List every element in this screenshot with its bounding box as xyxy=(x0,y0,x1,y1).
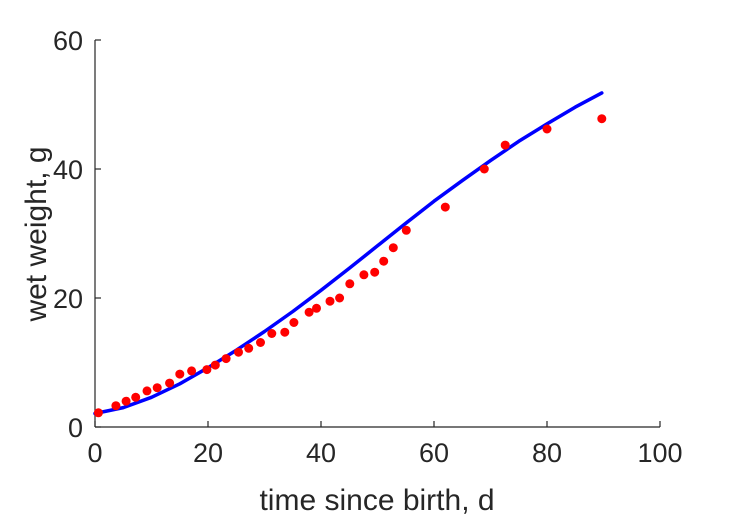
y-axis-label: wet weight, g xyxy=(20,146,53,322)
data-point xyxy=(187,366,197,376)
data-point xyxy=(244,343,254,353)
data-point xyxy=(280,327,290,337)
y-tick-label: 20 xyxy=(53,284,83,314)
data-point xyxy=(597,114,607,124)
data-point xyxy=(370,267,380,277)
data-point xyxy=(289,318,299,327)
data-point xyxy=(335,293,345,303)
x-tick-label: 100 xyxy=(637,438,682,468)
x-tick-label: 80 xyxy=(532,438,562,468)
data-point xyxy=(345,279,355,289)
data-point xyxy=(440,202,450,212)
data-point xyxy=(175,369,185,379)
data-point xyxy=(121,396,131,406)
data-point xyxy=(479,164,489,174)
x-tick-label: 0 xyxy=(87,438,102,468)
series-points-group xyxy=(93,114,607,418)
data-point xyxy=(111,401,121,411)
x-axis-label: time since birth, d xyxy=(259,484,494,517)
data-point xyxy=(312,303,321,313)
y-tick-label: 60 xyxy=(53,26,83,56)
data-point xyxy=(359,270,369,280)
x-tick-label: 20 xyxy=(193,438,223,468)
data-point xyxy=(131,392,141,402)
data-point xyxy=(152,383,162,393)
tick-labels: 0 20 40 60 80 100 0 20 40 60 xyxy=(53,26,683,468)
ticks xyxy=(94,39,661,428)
y-tick-label: 40 xyxy=(53,155,83,185)
data-point xyxy=(267,329,277,338)
data-point xyxy=(388,243,398,253)
data-point xyxy=(401,225,411,235)
data-point xyxy=(234,347,243,357)
data-point xyxy=(542,124,552,134)
data-point xyxy=(304,307,314,317)
data-point xyxy=(142,386,152,396)
data-point xyxy=(379,256,389,266)
data-point xyxy=(256,338,265,347)
x-tick-label: 40 xyxy=(306,438,336,468)
data-point xyxy=(221,354,231,364)
data-point xyxy=(202,365,212,375)
axes xyxy=(94,40,660,428)
series-line-group xyxy=(93,91,604,416)
data-point xyxy=(500,140,510,150)
data-point xyxy=(165,378,175,388)
x-tick-label: 60 xyxy=(419,438,449,468)
y-tick-label: 0 xyxy=(68,413,83,443)
data-point xyxy=(93,408,103,418)
data-point xyxy=(325,296,335,306)
model-fit-line xyxy=(93,91,604,416)
data-point xyxy=(210,360,220,370)
